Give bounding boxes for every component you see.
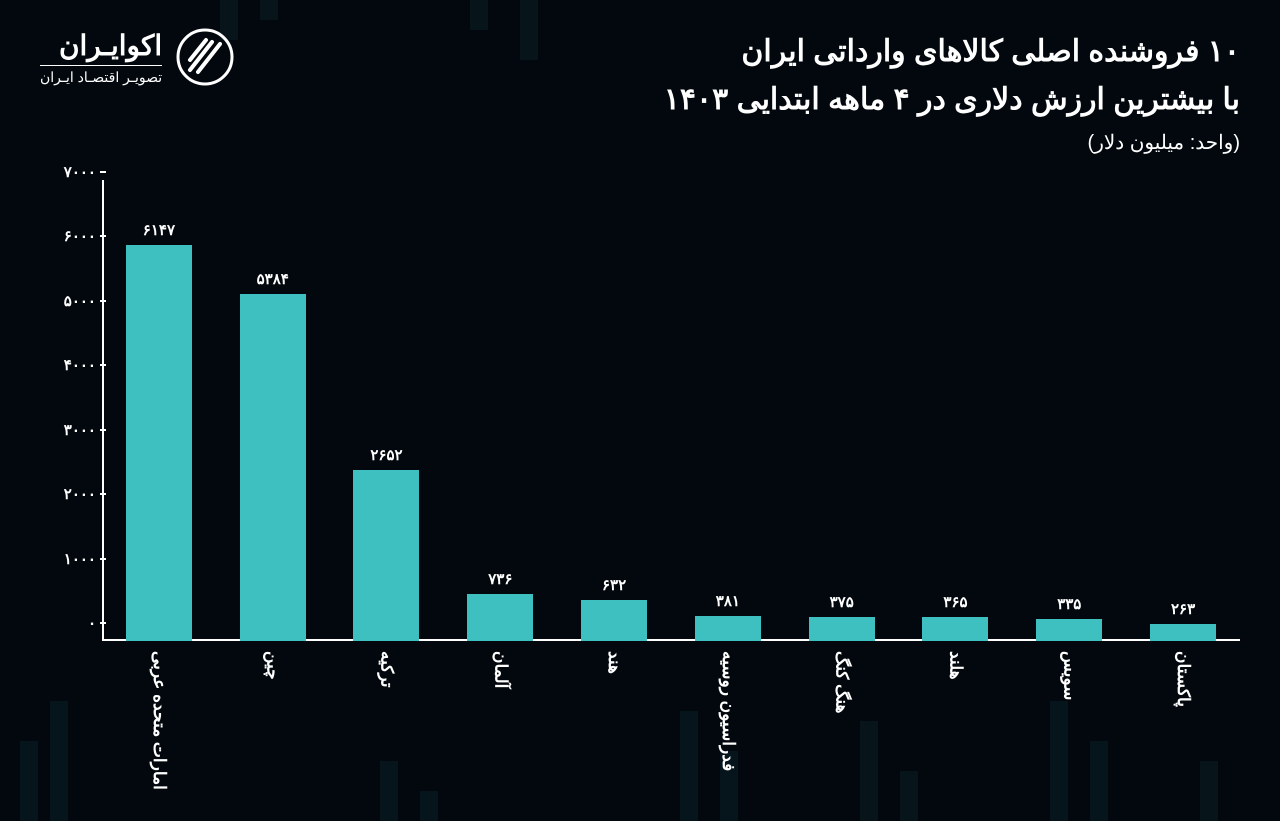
bar-rect [695, 616, 761, 641]
y-tick-label: ۶۰۰۰ [64, 227, 96, 245]
bar-category-label: آلمان [490, 651, 510, 688]
bar-value-label: ۵۳۸۴ [257, 270, 289, 288]
bar-rect [809, 617, 875, 641]
bar-chart: ۰۱۰۰۰۲۰۰۰۳۰۰۰۴۰۰۰۵۰۰۰۶۰۰۰۷۰۰۰ ۶۱۴۷امارات… [52, 190, 1240, 761]
bar-category-label: چین [263, 651, 283, 680]
y-tick-label: ۱۰۰۰ [64, 550, 96, 568]
chart-header: ۱۰ فروشنده اصلی کالاهای وارداتی ایران با… [664, 28, 1240, 155]
bar-rect [240, 294, 306, 641]
bar-rect [1036, 619, 1102, 641]
bar-value-label: ۳۸۱ [716, 592, 740, 610]
bar-value-label: ۳۶۵ [943, 593, 967, 611]
logo-icon [176, 28, 234, 86]
title-line-1: ۱۰ فروشنده اصلی کالاهای وارداتی ایران [664, 28, 1240, 76]
bars-container: ۶۱۴۷امارات متحده عربی۵۳۸۴چین۲۶۵۲ترکیه۷۳۶… [102, 190, 1240, 641]
bar-value-label: ۳۷۵ [830, 593, 854, 611]
bar-rect [922, 617, 988, 641]
bar-slot: ۳۳۵سویس [1012, 190, 1126, 641]
bar-value-label: ۲۶۵۲ [370, 446, 402, 464]
bar-slot: ۳۷۵هنگ کنگ [785, 190, 899, 641]
bar-value-label: ۳۳۵ [1057, 595, 1081, 613]
bar-rect [126, 245, 192, 641]
bar-category-label: پاکستان [1173, 651, 1193, 707]
y-tick-label: ۵۰۰۰ [64, 292, 96, 310]
y-axis-ticks: ۰۱۰۰۰۲۰۰۰۳۰۰۰۴۰۰۰۵۰۰۰۶۰۰۰۷۰۰۰ [52, 190, 96, 641]
bar-category-label: امارات متحده عربی [149, 651, 169, 790]
bar-slot: ۲۶۵۲ترکیه [330, 190, 444, 641]
bar-category-label: فدراسیون روسیه [718, 651, 738, 771]
y-tick-label: ۲۰۰۰ [64, 485, 96, 503]
bar-rect [353, 470, 419, 641]
y-tick-label: ۰ [88, 614, 96, 632]
y-tick-label: ۷۰۰۰ [64, 163, 96, 181]
brand-logo: اکوایـران تصویـر اقتصـاد ایـران [40, 28, 234, 86]
unit-label: (واحد: میلیون دلار) [664, 130, 1240, 155]
bar-slot: ۶۳۲هند [557, 190, 671, 641]
bar-value-label: ۷۳۶ [488, 570, 512, 588]
bar-category-label: هنگ کنگ [832, 651, 852, 713]
bar-slot: ۶۱۴۷امارات متحده عربی [102, 190, 216, 641]
bar-rect [1150, 624, 1216, 641]
bar-category-label: ترکیه [376, 651, 396, 687]
y-tick-label: ۳۰۰۰ [64, 421, 96, 439]
bar-value-label: ۶۱۴۷ [143, 221, 175, 239]
title-line-2: با بیشترین ارزش دلاری در ۴ ماهه ابتدایی … [664, 76, 1240, 124]
bar-rect [581, 600, 647, 641]
bar-slot: ۷۳۶آلمان [443, 190, 557, 641]
bar-category-label: هند [604, 651, 624, 674]
bar-category-label: هلند [945, 651, 965, 680]
bar-value-label: ۶۳۲ [602, 576, 626, 594]
logo-sub-text: تصویـر اقتصـاد ایـران [40, 65, 162, 86]
bar-category-label: سویس [1059, 651, 1079, 700]
bar-rect [467, 594, 533, 641]
logo-main-text: اکوایـران [40, 29, 162, 62]
y-tick-label: ۴۰۰۰ [64, 356, 96, 374]
bar-slot: ۳۶۵هلند [899, 190, 1013, 641]
bar-slot: ۳۸۱فدراسیون روسیه [671, 190, 785, 641]
bar-slot: ۲۶۳پاکستان [1126, 190, 1240, 641]
bar-slot: ۵۳۸۴چین [216, 190, 330, 641]
bar-value-label: ۲۶۳ [1171, 600, 1195, 618]
